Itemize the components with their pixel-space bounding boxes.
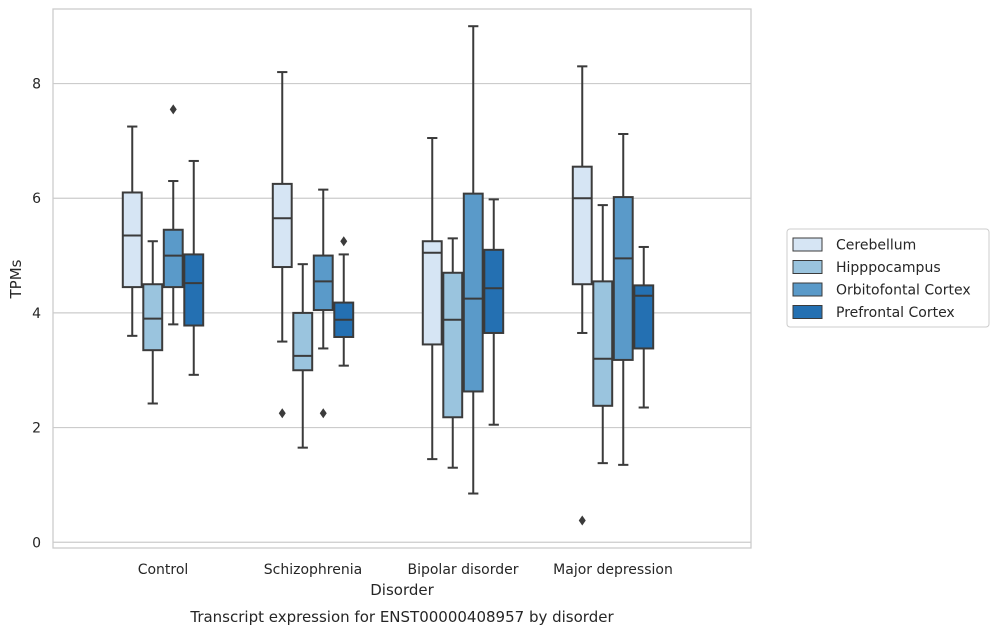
box-body bbox=[121, 191, 143, 289]
box-body bbox=[183, 253, 205, 327]
legend-frame bbox=[786, 228, 990, 328]
x-tick-label: Schizophrenia bbox=[264, 562, 362, 578]
box-hipppocampus-3 bbox=[592, 204, 614, 465]
box-body bbox=[292, 311, 314, 372]
legend-swatch bbox=[792, 260, 823, 274]
box-body bbox=[142, 283, 164, 352]
box-orbitofontal-cortex-2 bbox=[462, 25, 484, 495]
box-body bbox=[421, 240, 443, 346]
box-cerebellum-3 bbox=[571, 65, 593, 526]
legend-label: Orbitofontal Cortex bbox=[836, 283, 971, 299]
y-axis-label: TPMs bbox=[7, 259, 25, 299]
box-body bbox=[162, 228, 184, 289]
outlier-point bbox=[278, 408, 286, 419]
box-body bbox=[483, 248, 505, 334]
plot-area-background bbox=[53, 9, 751, 548]
legend-swatch bbox=[792, 282, 823, 297]
y-tick-label: 8 bbox=[32, 77, 41, 93]
legend-label: Cerebellum bbox=[836, 238, 916, 254]
legend-swatch bbox=[792, 305, 823, 319]
plot-area-frame bbox=[52, 8, 752, 549]
y-tick-label: 0 bbox=[32, 535, 41, 551]
y-axis-ticks: 0 2 4 6 8 bbox=[32, 77, 41, 552]
box-prefrontal-cortex-0 bbox=[183, 159, 205, 376]
y-tick-label: 6 bbox=[32, 191, 41, 207]
y-tick-label: 2 bbox=[32, 421, 41, 437]
legend-swatch bbox=[792, 237, 823, 252]
outlier-point bbox=[578, 515, 586, 526]
box-orbitofontal-cortex-3 bbox=[612, 133, 634, 466]
box-hipppocampus-2 bbox=[442, 237, 464, 469]
legend-label: Hipppocampus bbox=[836, 260, 941, 276]
box-prefrontal-cortex-1 bbox=[333, 236, 355, 367]
box-orbitofontal-cortex-0 bbox=[162, 104, 184, 326]
outlier-point bbox=[340, 236, 348, 247]
outlier-point bbox=[319, 408, 327, 419]
box-body bbox=[571, 165, 593, 286]
box-cerebellum-1 bbox=[271, 71, 293, 419]
chart-caption: Transcript expression for ENST0000040895… bbox=[189, 608, 614, 626]
y-tick-label: 4 bbox=[32, 306, 41, 322]
grid bbox=[53, 82, 751, 543]
legend: Cerebellum Hipppocampus Orbitofontal Corte… bbox=[786, 228, 990, 328]
box-body bbox=[271, 182, 293, 269]
box-body bbox=[312, 254, 334, 312]
box-hipppocampus-1 bbox=[292, 263, 314, 449]
box-plots bbox=[121, 25, 655, 526]
x-tick-label: Bipolar disorder bbox=[407, 562, 518, 578]
legend-label: Prefrontal Cortex bbox=[836, 305, 955, 321]
box-orbitofontal-cortex-1 bbox=[312, 188, 334, 419]
box-body bbox=[612, 196, 634, 361]
x-axis-label: Disorder bbox=[370, 581, 434, 599]
x-axis-ticks: Control Schizophrenia Bipolar disorder Majo… bbox=[138, 562, 673, 578]
box-body bbox=[462, 192, 484, 393]
box-body bbox=[592, 280, 614, 407]
x-tick-label: Control bbox=[138, 562, 189, 578]
box-body bbox=[442, 271, 464, 419]
box-prefrontal-cortex-2 bbox=[483, 198, 505, 426]
box-hipppocampus-0 bbox=[142, 240, 164, 405]
box-prefrontal-cortex-3 bbox=[633, 245, 655, 409]
box-body bbox=[633, 284, 655, 350]
outlier-point bbox=[169, 104, 177, 115]
x-tick-label: Major depression bbox=[553, 562, 673, 578]
box-cerebellum-0 bbox=[121, 125, 143, 337]
box-cerebellum-2 bbox=[421, 137, 443, 461]
